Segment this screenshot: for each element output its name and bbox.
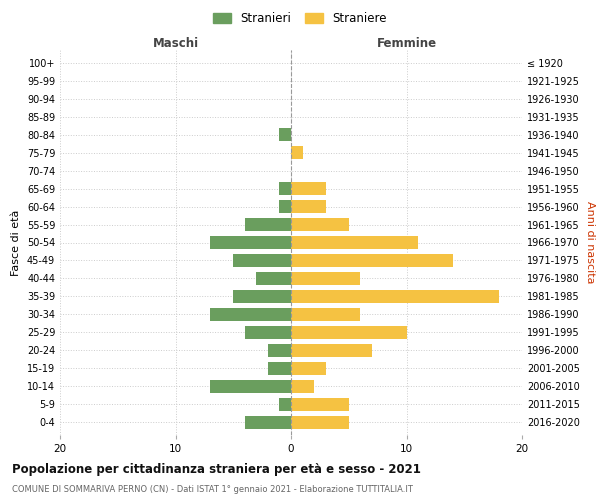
Bar — [268, 362, 291, 375]
Bar — [210, 236, 291, 249]
Bar — [280, 398, 291, 411]
Bar — [291, 200, 326, 213]
Bar — [291, 416, 349, 429]
Bar — [245, 218, 291, 231]
Bar — [280, 200, 291, 213]
Bar — [280, 128, 291, 141]
Bar — [245, 416, 291, 429]
Bar — [291, 146, 302, 159]
Bar — [291, 182, 326, 195]
Y-axis label: Fasce di età: Fasce di età — [11, 210, 21, 276]
Bar — [291, 326, 407, 339]
Text: Maschi: Maschi — [152, 37, 199, 50]
Bar — [291, 398, 349, 411]
Bar — [280, 182, 291, 195]
Bar — [210, 308, 291, 321]
Y-axis label: Anni di nascita: Anni di nascita — [585, 201, 595, 284]
Bar — [233, 254, 291, 267]
Bar — [233, 290, 291, 303]
Bar — [210, 380, 291, 393]
Bar — [291, 308, 360, 321]
Bar — [268, 344, 291, 357]
Bar — [291, 380, 314, 393]
Bar — [291, 362, 326, 375]
Bar — [291, 218, 349, 231]
Bar — [256, 272, 291, 285]
Bar — [245, 326, 291, 339]
Text: Femmine: Femmine — [376, 37, 437, 50]
Bar — [291, 290, 499, 303]
Bar — [291, 272, 360, 285]
Text: COMUNE DI SOMMARIVA PERNO (CN) - Dati ISTAT 1° gennaio 2021 - Elaborazione TUTTI: COMUNE DI SOMMARIVA PERNO (CN) - Dati IS… — [12, 485, 413, 494]
Bar — [291, 254, 453, 267]
Bar — [291, 236, 418, 249]
Text: Popolazione per cittadinanza straniera per età e sesso - 2021: Popolazione per cittadinanza straniera p… — [12, 462, 421, 475]
Bar — [291, 344, 372, 357]
Legend: Stranieri, Straniere: Stranieri, Straniere — [209, 8, 391, 28]
